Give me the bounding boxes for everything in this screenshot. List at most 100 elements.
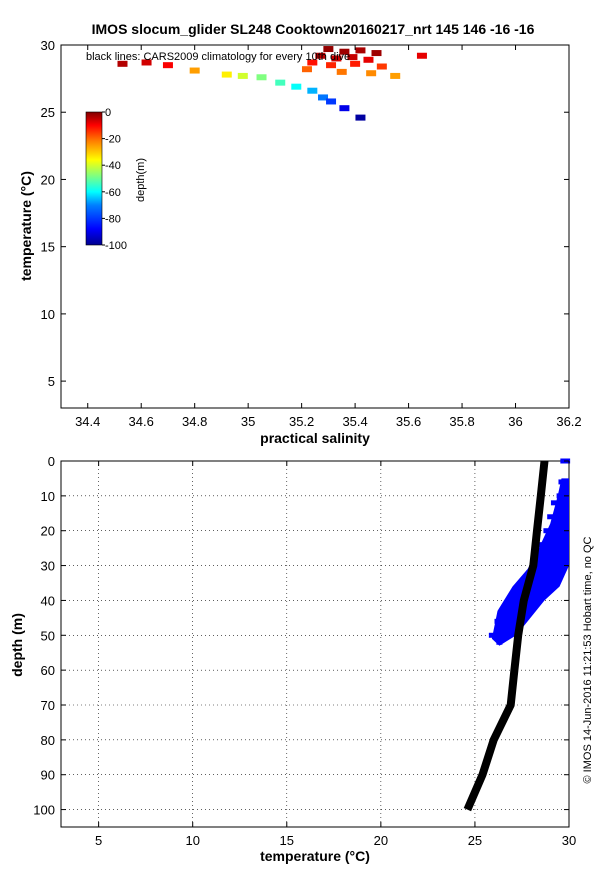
ts-point	[416, 52, 427, 59]
ts-point	[347, 54, 358, 61]
glider-point	[547, 514, 554, 520]
glider-point	[556, 493, 563, 499]
profile-x-tick-label: 15	[280, 833, 294, 848]
ts-y-tick-label: 5	[48, 374, 55, 389]
ts-point	[323, 46, 334, 53]
ts-point	[301, 66, 312, 73]
ts-x-tick-label: 35.8	[449, 414, 474, 429]
climatology-profile-line	[463, 460, 549, 812]
ts-point	[336, 68, 347, 75]
ts-point	[291, 83, 302, 90]
ts-point	[256, 74, 267, 81]
ts-y-tick-label: 20	[41, 172, 55, 187]
depth-colorbar: 0 -20 -40 -60 -80 -100 depth(m)	[85, 107, 147, 252]
ts-point	[141, 59, 152, 66]
side-note: © IMOS 14-Jun-2016 11:21:53 Hobart time,…	[582, 536, 594, 783]
profile-y-tick-label: 40	[41, 593, 55, 608]
profile-y-tick-label: 20	[41, 524, 55, 539]
ts-point	[189, 67, 200, 74]
figure-title: IMOS slocum_glider SL248 Cooktown2016021…	[92, 21, 535, 37]
colorbar-tick-label: -20	[105, 134, 121, 146]
glider-point	[543, 528, 550, 534]
glider-point	[562, 486, 569, 492]
ts-point	[307, 87, 318, 94]
ts-point	[390, 72, 401, 79]
glider-point	[550, 500, 557, 506]
ts-x-tick-label: 35.2	[289, 414, 314, 429]
glider-point	[517, 583, 524, 589]
profile-y-ticks: 0 10 20 30 40 50 60 70 80 90 100	[33, 454, 569, 818]
ts-point	[162, 62, 173, 69]
ts-point	[221, 71, 232, 78]
profile-x-tick-label: 10	[185, 833, 199, 848]
ts-point	[237, 72, 248, 79]
ts-y-tick-label: 10	[41, 307, 55, 322]
ts-x-tick-label: 34.4	[75, 414, 100, 429]
ts-point	[307, 59, 318, 66]
ts-x-tick-label: 34.6	[129, 414, 154, 429]
glider-point	[558, 479, 565, 485]
glider-point	[505, 625, 512, 631]
ts-point	[326, 62, 337, 69]
profile-y-tick-label: 50	[41, 628, 55, 643]
ts-y-tick-label: 15	[41, 240, 55, 255]
profile-panel: 5 10 15 20 25 30 0 10 20 30 40 50 60 70 80 90 100 tempe…	[9, 454, 576, 864]
ts-plot-area	[60, 44, 570, 409]
ts-y-axis-label: temperature (°C)	[18, 171, 34, 281]
ts-y-tick-label: 25	[41, 105, 55, 120]
ts-point	[376, 63, 387, 70]
ts-y-ticks: 5 10 15 20 25 30	[41, 38, 569, 389]
glider-observation-cloud	[491, 478, 569, 646]
profile-y-tick-label: 90	[41, 768, 55, 783]
ts-x-tick-label: 36	[508, 414, 522, 429]
profile-x-tick-label: 30	[562, 833, 576, 848]
ts-point	[350, 60, 361, 67]
ts-point	[371, 50, 382, 57]
profile-y-tick-label: 30	[41, 559, 55, 574]
glider-point	[560, 458, 567, 464]
profile-y-tick-label: 70	[41, 698, 55, 713]
ts-x-axis-label: practical salinity	[260, 430, 370, 446]
colorbar-tick-label: -60	[105, 187, 121, 199]
profile-y-tick-label: 10	[41, 489, 55, 504]
glider-point	[539, 577, 546, 583]
profile-y-axis-label: depth (m)	[9, 613, 25, 677]
ts-x-tick-label: 35.4	[342, 414, 367, 429]
glider-point	[554, 521, 561, 527]
colorbar-tick-label: -100	[105, 240, 127, 252]
profile-x-ticks: 5 10 15 20 25 30	[95, 461, 576, 848]
colorbar-gradient	[85, 111, 103, 246]
ts-annotation: black lines: CARS2009 climatology for ev…	[86, 51, 350, 63]
ts-point	[355, 114, 366, 121]
ts-point	[318, 94, 329, 101]
ts-panel: 34.4 34.6 34.8 35 35.2 35.4 35.6 35.8 36 36.2 5 10…	[18, 38, 582, 446]
ts-point	[355, 47, 366, 54]
profile-x-tick-label: 25	[468, 833, 482, 848]
profile-y-tick-label: 80	[41, 733, 55, 748]
colorbar-label: depth(m)	[135, 158, 147, 202]
glider-point	[552, 563, 559, 569]
glider-point	[558, 535, 565, 541]
profile-plot-area	[60, 460, 570, 828]
glider-point	[549, 549, 556, 555]
glider-point	[502, 611, 509, 617]
profile-x-axis-label: temperature (°C)	[260, 848, 370, 864]
ts-x-tick-label: 34.8	[182, 414, 207, 429]
colorbar-tick-label: 0	[105, 107, 111, 119]
profile-y-tick-label: 0	[48, 454, 55, 469]
glider-point	[509, 597, 516, 603]
ts-data-points	[117, 46, 427, 121]
ts-x-tick-label: 35	[241, 414, 255, 429]
ts-point	[339, 105, 350, 112]
glider-point	[560, 507, 567, 513]
glider-point	[528, 590, 535, 596]
ts-y-tick-label: 30	[41, 38, 55, 53]
colorbar-tick-label: -80	[105, 213, 121, 225]
ts-point	[363, 56, 374, 63]
ts-point	[331, 55, 342, 62]
ts-point	[315, 52, 326, 59]
glider-point	[537, 542, 544, 548]
ts-point	[326, 98, 337, 105]
ts-x-ticks: 34.4 34.6 34.8 35 35.2 35.4 35.6 35.8 36 36.2	[75, 45, 582, 429]
